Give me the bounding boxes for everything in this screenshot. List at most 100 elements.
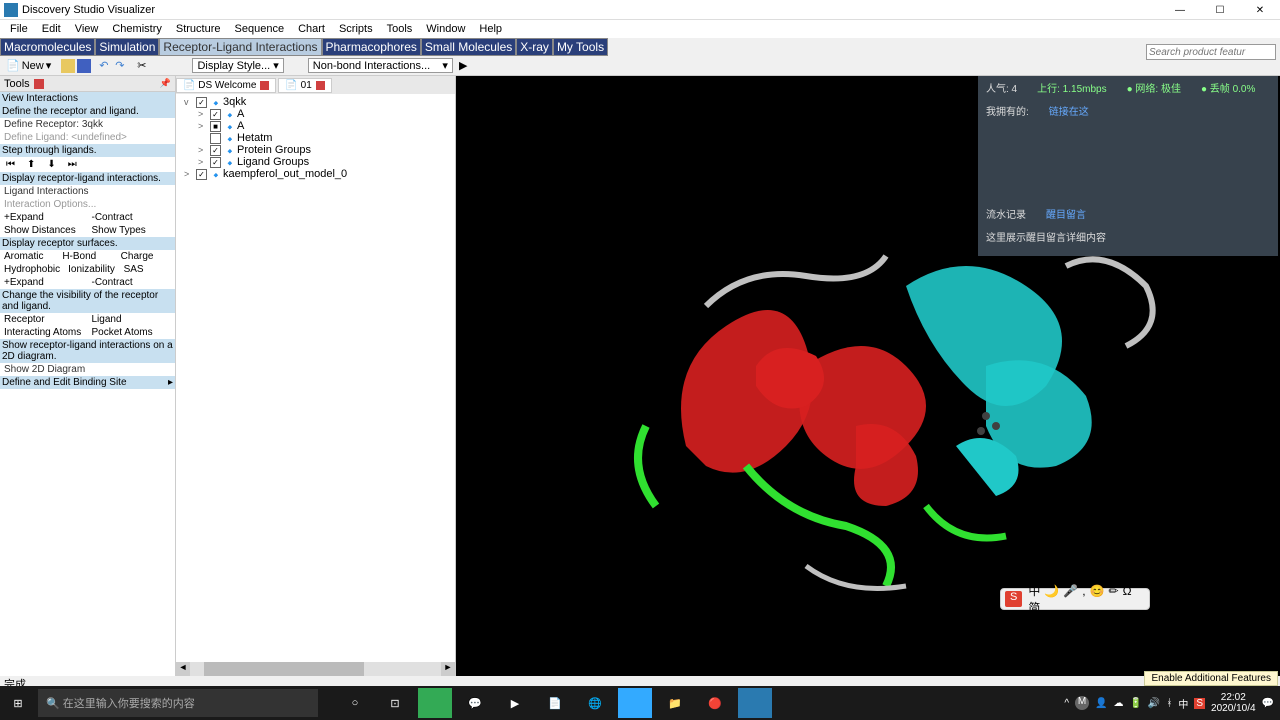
next-icon[interactable]: ⬇ bbox=[47, 159, 55, 170]
clock[interactable]: 22:02 2020/10/4 bbox=[1211, 692, 1256, 714]
module-simulation[interactable]: Simulation bbox=[95, 38, 159, 56]
ime-char[interactable]: Ω bbox=[1123, 584, 1132, 598]
app4-icon[interactable]: 📄 bbox=[538, 688, 572, 718]
module-receptor-ligand-interactions[interactable]: Receptor-Ligand Interactions bbox=[159, 38, 321, 56]
cut-icon[interactable]: ✂ bbox=[137, 59, 146, 72]
sas[interactable]: SAS bbox=[120, 263, 175, 276]
tree-node[interactable]: 🔹Hetatm bbox=[180, 132, 451, 144]
expand-btn2[interactable]: +Expand bbox=[0, 276, 88, 289]
module-macromolecules[interactable]: Macromolecules bbox=[0, 38, 95, 56]
interacting-atoms[interactable]: Interacting Atoms bbox=[0, 326, 88, 339]
define-receptor[interactable]: Define Receptor: 3qkk bbox=[0, 118, 175, 131]
highlight-msg[interactable]: 醒目留言 bbox=[1046, 206, 1086, 221]
tray-up-icon[interactable]: ^ bbox=[1064, 698, 1069, 709]
pin-icon[interactable]: 📌 bbox=[160, 78, 171, 89]
redo-icon[interactable]: ↷ bbox=[115, 59, 129, 73]
tab-close-icon[interactable] bbox=[316, 81, 325, 90]
people-icon[interactable]: 👤 bbox=[1095, 698, 1107, 709]
tray-m-icon[interactable]: M bbox=[1075, 696, 1089, 710]
ime-char[interactable]: 简 bbox=[1028, 601, 1040, 615]
receptor-vis[interactable]: Receptor bbox=[0, 313, 88, 326]
menu-sequence[interactable]: Sequence bbox=[229, 23, 291, 35]
menu-scripts[interactable]: Scripts bbox=[333, 23, 379, 35]
scroll-left-icon[interactable]: ◄ bbox=[176, 662, 190, 676]
show-distances[interactable]: Show Distances bbox=[0, 224, 88, 237]
ime-char[interactable]: 中 bbox=[1028, 584, 1040, 598]
hbond[interactable]: H-Bond bbox=[58, 250, 116, 263]
ime-char[interactable]: ✏ bbox=[1109, 584, 1119, 598]
ime-char[interactable]: 🌙 bbox=[1044, 584, 1059, 598]
taskbar-search[interactable]: 🔍 在这里输入你要搜索的内容 bbox=[38, 689, 318, 717]
cortana-icon[interactable]: ○ bbox=[338, 688, 372, 718]
menu-window[interactable]: Window bbox=[420, 23, 471, 35]
tree-node[interactable]: >✓🔹kaempferol_out_model_0 bbox=[180, 168, 451, 180]
app1-icon[interactable] bbox=[418, 688, 452, 718]
copy-icon[interactable] bbox=[148, 59, 162, 73]
section-binding-site[interactable]: Define and Edit Binding Site ▸ bbox=[0, 376, 175, 389]
aromatic[interactable]: Aromatic bbox=[0, 250, 58, 263]
ime-toolbar[interactable]: S 中🌙🎤,😊✏Ω简 bbox=[1000, 588, 1150, 610]
module-my-tools[interactable]: My Tools bbox=[553, 38, 608, 56]
enable-features-button[interactable]: Enable Additional Features bbox=[1144, 671, 1278, 686]
close-icon[interactable] bbox=[34, 79, 44, 89]
show-2d-diagram[interactable]: Show 2D Diagram bbox=[0, 363, 175, 376]
save-icon[interactable] bbox=[77, 59, 91, 73]
menu-help[interactable]: Help bbox=[473, 23, 508, 35]
expand-btn[interactable]: +Expand bbox=[0, 211, 88, 224]
battery-icon[interactable]: 🔋 bbox=[1129, 698, 1141, 709]
notifications-icon[interactable]: 💬 bbox=[1262, 698, 1274, 709]
onedrive-icon[interactable]: ☁ bbox=[1113, 698, 1123, 709]
menu-chemistry[interactable]: Chemistry bbox=[106, 23, 168, 35]
first-icon[interactable]: ⏮ bbox=[6, 159, 15, 170]
module-pharmacophores[interactable]: Pharmacophores bbox=[322, 38, 421, 56]
app3-icon[interactable]: ▶ bbox=[498, 688, 532, 718]
tab-close-icon[interactable] bbox=[260, 81, 269, 90]
menu-chart[interactable]: Chart bbox=[292, 23, 331, 35]
app8-icon[interactable]: 🔴 bbox=[698, 688, 732, 718]
nonbond-dropdown[interactable]: Non-bond Interactions... ▾ bbox=[308, 58, 453, 73]
ionizability[interactable]: Ionizability bbox=[64, 263, 119, 276]
display-style-dropdown[interactable]: Display Style... ▾ bbox=[192, 58, 283, 73]
scroll-right-icon[interactable]: ► bbox=[441, 662, 455, 676]
minimize-button[interactable]: — bbox=[1160, 0, 1200, 20]
menu-view[interactable]: View bbox=[69, 23, 105, 35]
hydrophobic[interactable]: Hydrophobic bbox=[0, 263, 64, 276]
section-view-interactions[interactable]: View Interactions bbox=[0, 92, 175, 105]
close-button[interactable]: ✕ bbox=[1240, 0, 1280, 20]
open-icon[interactable] bbox=[61, 59, 75, 73]
hscrollbar[interactable]: ◄ ► bbox=[176, 662, 455, 676]
tab-01[interactable]: 📄 01 bbox=[278, 78, 331, 93]
paste-icon[interactable] bbox=[164, 59, 178, 73]
undo-icon[interactable]: ↶ bbox=[99, 59, 113, 73]
tree-node[interactable]: >■🔹A bbox=[180, 120, 451, 132]
chrome-icon[interactable]: 🌐 bbox=[578, 688, 612, 718]
ligand-interactions[interactable]: Ligand Interactions bbox=[0, 185, 175, 198]
tree-node[interactable]: v✓🔹3qkk bbox=[180, 96, 451, 108]
tree-node[interactable]: >✓🔹Protein Groups bbox=[180, 144, 451, 156]
charge[interactable]: Charge bbox=[117, 250, 175, 263]
ime-char[interactable]: , bbox=[1082, 584, 1085, 598]
taskview-icon[interactable]: ⊡ bbox=[378, 688, 412, 718]
dropdown-icon[interactable]: ▾ bbox=[46, 59, 52, 72]
menu-edit[interactable]: Edit bbox=[36, 23, 67, 35]
contract-btn2[interactable]: -Contract bbox=[88, 276, 176, 289]
ime-char[interactable]: 🎤 bbox=[1063, 584, 1078, 598]
lang-indicator[interactable]: 中 bbox=[1178, 696, 1188, 711]
module-x-ray[interactable]: X-ray bbox=[516, 38, 553, 56]
prev-icon[interactable]: ⬆ bbox=[27, 159, 35, 170]
volume-icon[interactable]: 🔊 bbox=[1148, 698, 1160, 709]
module-small-molecules[interactable]: Small Molecules bbox=[421, 38, 516, 56]
wechat-icon[interactable]: 💬 bbox=[458, 688, 492, 718]
sogou-tray-icon[interactable]: S bbox=[1194, 698, 1205, 709]
pocket-atoms[interactable]: Pocket Atoms bbox=[88, 326, 176, 339]
new-icon[interactable]: 📄 bbox=[6, 59, 20, 72]
tree-node[interactable]: >✓🔹Ligand Groups bbox=[180, 156, 451, 168]
search-input[interactable] bbox=[1146, 44, 1276, 60]
define-ligand[interactable]: Define Ligand: <undefined> bbox=[0, 131, 175, 144]
maximize-button[interactable]: ☐ bbox=[1200, 0, 1240, 20]
tree-node[interactable]: >✓🔹A bbox=[180, 108, 451, 120]
menu-structure[interactable]: Structure bbox=[170, 23, 227, 35]
show-types[interactable]: Show Types bbox=[88, 224, 176, 237]
3d-viewport[interactable]: 人气: 4 上行: 1.15mbps ● 网络: 极佳 ● 丢帧 0.0% 我拥… bbox=[456, 76, 1280, 676]
ds-icon[interactable] bbox=[738, 688, 772, 718]
